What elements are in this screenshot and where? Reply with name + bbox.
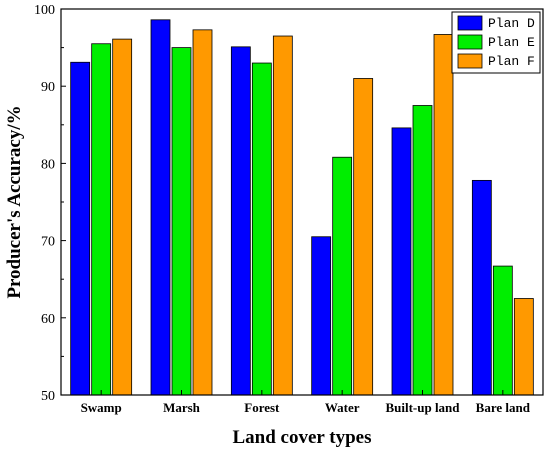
bar-plan-d-forest bbox=[230, 46, 251, 396]
bar-plan-d-built-up-land bbox=[391, 127, 412, 396]
x-axis-title: Land cover types bbox=[233, 427, 372, 448]
bars-layer bbox=[70, 19, 534, 396]
bar-plan-d-bare-land bbox=[471, 179, 492, 396]
bar-plan-f-built-up-land bbox=[433, 34, 454, 396]
bar-plan-f-water bbox=[353, 78, 374, 396]
bar-plan-e-forest bbox=[251, 62, 272, 396]
bar-plan-f-forest bbox=[272, 35, 293, 396]
bar-plan-d-water bbox=[311, 236, 332, 396]
bar-plan-e-bare-land bbox=[492, 265, 513, 396]
y-tick-label: 100 bbox=[34, 3, 55, 18]
x-tick-label: Swamp bbox=[81, 400, 122, 415]
y-tick-label: 70 bbox=[41, 235, 55, 250]
x-tick-label: Bare land bbox=[476, 400, 531, 415]
legend-label: Plan F bbox=[488, 54, 535, 69]
y-tick-label: 50 bbox=[41, 389, 55, 404]
legend: Plan D Plan E Plan F bbox=[451, 11, 541, 74]
bar-plan-f-swamp bbox=[112, 38, 133, 396]
bar-plan-f-bare-land bbox=[513, 298, 534, 396]
legend-swatch bbox=[457, 53, 483, 69]
y-tick-label: 60 bbox=[41, 312, 55, 327]
y-tick-label: 80 bbox=[41, 157, 55, 172]
bar-plan-e-water bbox=[332, 156, 353, 396]
x-axis: Swamp Marsh Forest Water Built-up land Bare l… bbox=[81, 390, 531, 415]
y-axis: 50 60 70 80 90 100 bbox=[34, 3, 66, 404]
y-axis-title: Producer's Accuracy/% bbox=[4, 105, 25, 298]
legend-label: Plan D bbox=[488, 16, 535, 31]
legend-swatch bbox=[457, 34, 483, 50]
legend-label: Plan E bbox=[488, 35, 535, 50]
bar-plan-e-built-up-land bbox=[412, 105, 433, 396]
x-tick-label: Built-up land bbox=[385, 400, 460, 415]
bar-plan-e-swamp bbox=[91, 43, 112, 396]
x-tick-label: Water bbox=[325, 400, 360, 415]
x-tick-label: Forest bbox=[244, 400, 280, 415]
legend-swatch bbox=[457, 15, 483, 31]
y-tick-label: 90 bbox=[41, 80, 55, 95]
bar-plan-d-marsh bbox=[150, 19, 171, 396]
bar-plan-d-swamp bbox=[70, 61, 91, 396]
x-tick-label: Marsh bbox=[163, 400, 201, 415]
bar-plan-f-marsh bbox=[192, 29, 213, 396]
bar-plan-e-marsh bbox=[171, 47, 192, 396]
